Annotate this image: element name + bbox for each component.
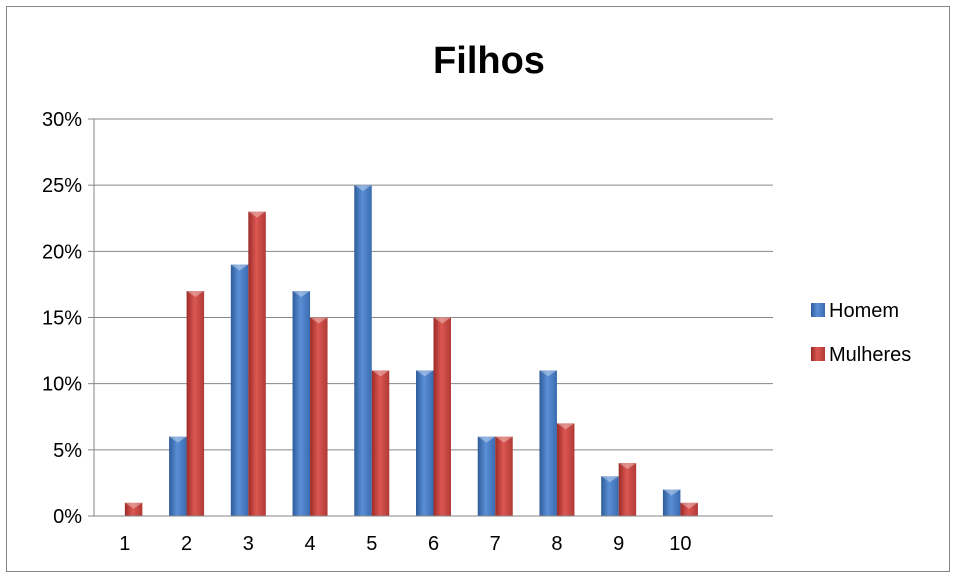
bar-mulheres-7	[495, 436, 513, 516]
bar-homem-8	[539, 370, 557, 516]
bar-bevel	[354, 185, 372, 192]
bar	[556, 423, 575, 516]
bar-mulheres-9	[618, 463, 637, 516]
bar-mulheres-3	[248, 211, 266, 516]
legend-item-homem: Homem	[811, 300, 899, 322]
bar-bevel	[371, 370, 390, 377]
legend-item-mulheres: Mulheres	[811, 344, 911, 366]
legend-label: Homem	[829, 300, 899, 322]
bar	[169, 436, 187, 516]
y-tick-label: 20%	[42, 241, 82, 263]
bar-bevel	[169, 436, 187, 443]
chart-title: Filhos	[433, 40, 545, 82]
x-tick-label: 9	[613, 533, 624, 555]
bar-mulheres-1	[124, 502, 143, 516]
bar	[433, 317, 451, 516]
bar	[416, 370, 434, 516]
bar-bevel	[186, 291, 205, 298]
bar	[354, 185, 372, 516]
bar	[495, 436, 513, 516]
bar-bevel	[477, 436, 496, 443]
bar	[186, 291, 205, 516]
bar-bevel	[601, 476, 619, 483]
bar-bevel	[433, 317, 451, 324]
legend-swatch	[811, 347, 825, 361]
y-tick-label: 25%	[42, 175, 82, 197]
bar-bevel	[662, 489, 681, 496]
bar	[230, 264, 249, 516]
x-tick-label: 5	[366, 533, 377, 555]
bar	[248, 211, 266, 516]
bar-bevel	[124, 502, 143, 509]
y-tick-label: 15%	[42, 308, 82, 330]
y-tick-label: 5%	[53, 440, 82, 462]
x-tick-label: 3	[243, 533, 254, 555]
bar-bevel	[416, 370, 434, 377]
x-tick-label: 6	[428, 533, 439, 555]
bar-homem-6	[416, 370, 434, 516]
bar	[539, 370, 557, 516]
bar-bevel	[248, 211, 266, 218]
x-tick-label: 8	[551, 533, 562, 555]
bar-homem-5	[354, 185, 372, 516]
bar-homem-10	[662, 489, 681, 516]
bar	[618, 463, 637, 516]
bar	[680, 502, 698, 516]
bar	[292, 291, 311, 516]
y-tick-label: 0%	[53, 506, 82, 528]
x-tick-label: 10	[669, 533, 691, 555]
legend-swatch	[811, 303, 825, 317]
bar-mulheres-2	[186, 291, 205, 516]
x-tick-label: 1	[119, 533, 130, 555]
bar-bevel	[618, 463, 637, 470]
chart-frame: Filhos 0% 5% 10% 15% 20% 25% 30% 1 2 3 4 5 6 7 8 9 10 H…	[6, 6, 950, 572]
y-tick-label: 30%	[42, 109, 82, 131]
y-axis-ticks: 0% 5% 10% 15% 20% 25% 30%	[42, 109, 94, 528]
bar-homem-3	[230, 264, 249, 516]
bar-homem-2	[169, 436, 187, 516]
bar-mulheres-8	[556, 423, 575, 516]
bar-bevel	[292, 291, 311, 298]
bar-mulheres-4	[310, 317, 328, 516]
bar-bevel	[230, 264, 249, 271]
legend-label: Mulheres	[829, 344, 911, 366]
bar-bevel	[495, 436, 513, 443]
bar	[662, 489, 681, 516]
bar-mulheres-10	[680, 502, 698, 516]
bar-mulheres-5	[371, 370, 390, 516]
bar	[371, 370, 390, 516]
bar-mulheres-6	[433, 317, 451, 516]
bar-homem-7	[477, 436, 496, 516]
x-tick-label: 2	[181, 533, 192, 555]
bar-bevel	[556, 423, 575, 430]
bar	[601, 476, 619, 516]
bar-bevel	[310, 317, 328, 324]
y-tick-label: 10%	[42, 374, 82, 396]
bar	[477, 436, 496, 516]
x-tick-label: 4	[304, 533, 315, 555]
bars	[94, 185, 773, 517]
bar	[310, 317, 328, 516]
x-axis-ticks: 1 2 3 4 5 6 7 8 9 10	[119, 533, 691, 555]
bar-bevel	[680, 502, 698, 509]
bar-chart: Filhos 0% 5% 10% 15% 20% 25% 30% 1 2 3 4 5 6 7 8 9 10 H…	[42, 40, 911, 555]
legend: Homem Mulheres	[811, 300, 911, 366]
x-tick-label: 7	[490, 533, 501, 555]
bar-homem-4	[292, 291, 311, 516]
bar-homem-9	[601, 476, 619, 516]
bar	[124, 502, 143, 516]
bar-bevel	[539, 370, 557, 377]
